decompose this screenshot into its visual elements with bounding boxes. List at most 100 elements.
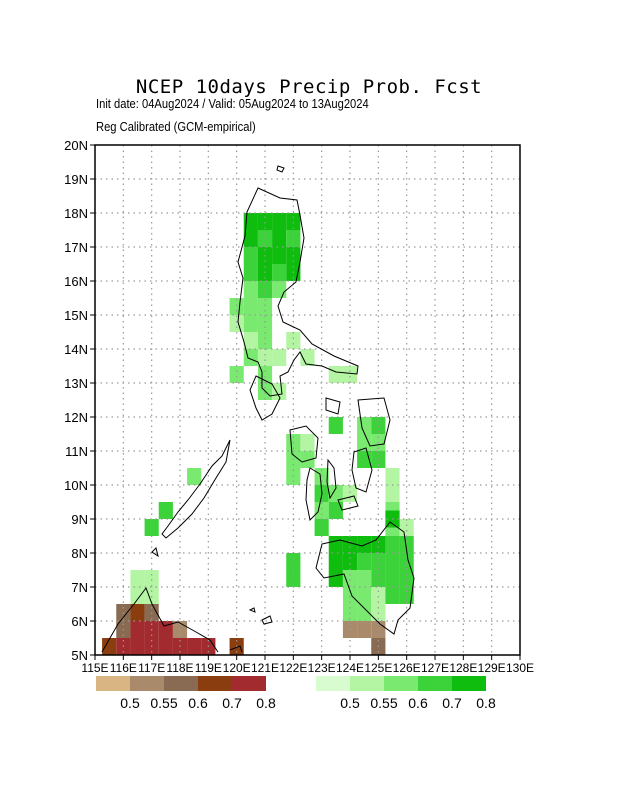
lat-tick-label: 10N — [64, 478, 88, 493]
wet-probability-cell — [342, 570, 358, 587]
wet-probability-cell — [314, 519, 329, 536]
latitude-labels: 5N 6N 7N 8N 9N 10N 11N 12N 13N 14N 15N 16N 17N 18N 19N… — [64, 138, 95, 663]
wet-probability-cell — [286, 570, 301, 587]
wet-probability-cell — [144, 587, 159, 604]
lat-tick-label: 18N — [64, 206, 88, 221]
wet-probability-cell — [257, 213, 273, 230]
lat-tick-label: 16N — [64, 274, 88, 289]
wet-probability-cell — [342, 536, 358, 553]
wet-probability-cell — [385, 587, 400, 604]
samar-coast — [357, 397, 391, 447]
wet-legend-label: 0.7 — [442, 695, 462, 711]
wet-probability-cell — [286, 553, 301, 570]
negros-coast — [305, 467, 323, 522]
wet-probability-cell — [314, 502, 329, 519]
wet-probability-cell — [243, 213, 258, 230]
lon-tick-label: 130E — [506, 661, 534, 675]
lon-tick-label: 128E — [449, 661, 477, 675]
wet-probability-cell — [357, 604, 372, 621]
sulu-islet-1 — [229, 645, 243, 653]
wet-probability-cell — [130, 570, 145, 587]
wet-legend-swatch — [316, 676, 350, 691]
wet-probability-cell — [371, 536, 386, 553]
lon-tick-label: 124E — [336, 661, 364, 675]
sulu-islet-3 — [248, 607, 256, 613]
palawan-coast — [161, 439, 231, 539]
wet-legend-label: 0.55 — [370, 695, 397, 711]
wet-probability-cell — [328, 570, 343, 587]
dry-probability-cell — [187, 638, 202, 655]
dry-probability-cell — [130, 621, 145, 638]
wet-probability-cell — [286, 332, 301, 349]
sulu-islet-2 — [261, 615, 273, 625]
wet-probability-legend: 0.5 0.55 0.6 0.7 0.8 — [316, 676, 496, 711]
wet-probability-cell — [385, 485, 400, 502]
wet-probability-cell — [272, 230, 287, 247]
lon-tick-label: 120E — [223, 661, 251, 675]
lat-tick-label: 7N — [71, 580, 88, 595]
dry-probability-cell — [130, 604, 145, 621]
wet-probability-cell — [328, 485, 343, 502]
dry-probability-cell — [158, 621, 173, 638]
wet-probability-cell — [328, 553, 343, 570]
dry-probability-legend: 0.5 0.55 0.6 0.7 0.8 — [96, 676, 276, 711]
wet-legend-label: 0.5 — [340, 695, 360, 711]
wet-probability-cell — [342, 587, 358, 604]
wet-probability-cell — [328, 366, 343, 383]
wet-probability-cell — [144, 570, 159, 587]
wet-probability-cell — [130, 587, 145, 604]
wet-probability-cell — [243, 230, 258, 247]
cagayancillo-islet — [151, 547, 159, 558]
wet-probability-cell — [229, 366, 244, 383]
lat-tick-label: 14N — [64, 342, 88, 357]
wet-probability-cell — [385, 468, 400, 485]
longitude-labels: 115E 116E 117E 118E 119E 120E 121E 122E 123E 124E… — [81, 655, 534, 675]
dry-legend-swatch — [130, 676, 164, 691]
wet-probability-cell — [257, 315, 273, 332]
wet-probability-cell — [286, 213, 301, 230]
dry-legend-swatch — [96, 676, 130, 691]
wet-probability-cell — [243, 281, 258, 298]
wet-probability-cell — [243, 264, 258, 281]
wet-probability-cell — [385, 536, 400, 553]
wet-legend-swatch — [418, 676, 452, 691]
lat-tick-label: 13N — [64, 376, 88, 391]
lat-tick-label: 20N — [64, 138, 88, 153]
wet-probability-cell — [158, 502, 173, 519]
dry-legend-label: 0.7 — [222, 695, 242, 711]
wet-probability-cell — [385, 553, 400, 570]
lat-tick-label: 17N — [64, 240, 88, 255]
luzon-coast — [237, 187, 359, 397]
lat-tick-label: 19N — [64, 172, 88, 187]
lon-tick-label: 117E — [138, 661, 165, 675]
wet-probability-cell — [357, 587, 372, 604]
wet-probability-cell — [371, 570, 386, 587]
dry-legend-label: 0.6 — [188, 695, 208, 711]
wet-legend-label: 0.6 — [408, 695, 428, 711]
wet-probability-cell — [257, 298, 273, 315]
lon-tick-label: 125E — [364, 661, 392, 675]
wet-probability-cell — [399, 570, 414, 587]
mindanao-coast — [315, 521, 415, 635]
lat-tick-label: 12N — [64, 410, 88, 425]
forecast-dates: Init date: 04Aug2024 / Valid: 05Aug2024 … — [96, 96, 369, 111]
wet-probability-cell — [243, 315, 258, 332]
calibration-method: Reg Calibrated (GCM-empirical) — [96, 119, 256, 134]
wet-probability-cell — [399, 519, 414, 536]
lat-tick-label: 6N — [71, 614, 88, 629]
lat-tick-label: 9N — [71, 512, 88, 527]
lon-tick-label: 121E — [251, 661, 279, 675]
wet-probability-cell — [229, 298, 244, 315]
wet-probability-cell — [257, 332, 273, 349]
lon-tick-label: 129E — [478, 661, 506, 675]
wet-legend-swatch — [350, 676, 384, 691]
map-frame — [94, 144, 521, 656]
leyte-coast — [351, 447, 373, 493]
wet-probability-cell — [371, 553, 386, 570]
bohol-coast — [337, 495, 359, 511]
borneo-coast — [101, 586, 219, 653]
lat-tick-label: 5N — [71, 648, 88, 663]
wet-legend-label: 0.8 — [476, 695, 496, 711]
wet-probability-cell — [371, 587, 386, 604]
